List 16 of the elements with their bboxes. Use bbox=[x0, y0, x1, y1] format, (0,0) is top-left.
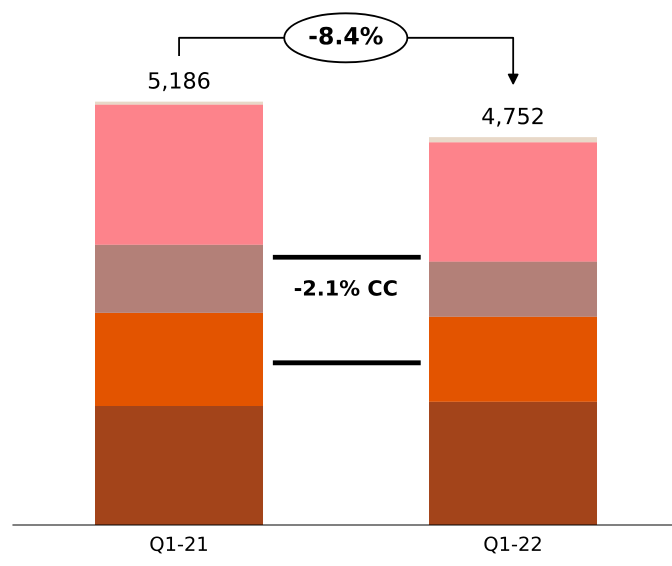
x-tick-label: Q1-22 bbox=[484, 536, 541, 554]
bar bbox=[429, 316, 598, 402]
bar bbox=[429, 137, 598, 142]
annotation: 4,752 bbox=[482, 108, 543, 127]
bar bbox=[429, 142, 598, 262]
bar bbox=[429, 262, 598, 317]
bar bbox=[95, 312, 264, 406]
x-tick-label: Q1-21 bbox=[150, 536, 207, 554]
bar bbox=[95, 104, 264, 245]
bar bbox=[95, 102, 264, 105]
annotation: 5,186 bbox=[148, 72, 210, 92]
bar bbox=[429, 402, 598, 525]
annotation: -2.1% CC bbox=[294, 280, 397, 296]
bar bbox=[95, 244, 264, 313]
text: -8.4% bbox=[309, 26, 383, 45]
bar bbox=[95, 406, 264, 525]
